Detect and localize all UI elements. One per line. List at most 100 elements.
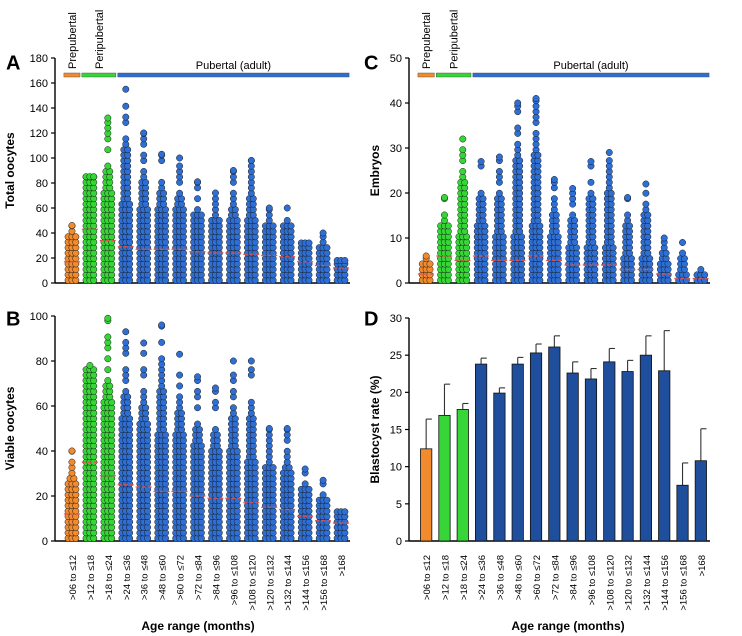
data-point <box>176 371 184 379</box>
y-tick-label: 40 <box>36 446 48 458</box>
y-tick-label: 20 <box>390 387 402 399</box>
data-point <box>194 387 201 395</box>
y-tick-label: 180 <box>30 53 48 65</box>
data-point <box>158 355 166 363</box>
data-point <box>265 204 273 212</box>
data-point <box>319 476 327 484</box>
data-point <box>323 496 331 504</box>
data-point <box>341 257 349 264</box>
data-point <box>104 366 112 374</box>
x-tick-label: >144 to ≤156 <box>660 555 671 611</box>
data-point <box>495 168 503 175</box>
phase-bar <box>117 72 350 78</box>
data-point <box>140 129 148 137</box>
data-point <box>514 124 522 132</box>
x-tick-label: >18 to ≤24 <box>459 555 470 600</box>
y-tick-label: 10 <box>390 462 402 474</box>
phase-label: Pubertal (adult) <box>196 60 271 72</box>
data-point <box>459 146 467 154</box>
data-point <box>140 339 148 347</box>
y-axis-title: Total oocytes <box>3 132 17 209</box>
data-point <box>459 168 467 175</box>
data-point <box>215 216 223 224</box>
data-point <box>229 371 237 379</box>
data-point <box>569 185 577 192</box>
x-tick-label: >06 to ≤12 <box>422 555 433 600</box>
data-point <box>319 229 327 237</box>
x-tick-label: >120 to ≤132 <box>624 555 635 611</box>
bar <box>511 363 524 542</box>
data-point <box>679 249 686 257</box>
y-tick-label: 60 <box>36 203 48 215</box>
panel-letter: D <box>364 309 378 331</box>
y-axis-title: Viable oocytes <box>3 386 17 470</box>
data-point <box>495 153 503 161</box>
bar <box>584 378 598 542</box>
data-point <box>104 114 112 122</box>
panel-letter: B <box>6 309 20 331</box>
data-point <box>697 266 705 273</box>
y-tick-label: 0 <box>396 536 402 548</box>
x-tick-label: >48 to ≤60 <box>514 555 525 600</box>
y-tick-label: 0 <box>396 278 402 290</box>
data-point <box>444 222 452 230</box>
phase-label: Prepubertal <box>67 12 79 69</box>
data-point <box>269 222 277 230</box>
data-point <box>194 178 201 186</box>
data-point <box>158 338 166 346</box>
data-point <box>283 204 291 212</box>
bar <box>475 363 488 542</box>
data-point <box>104 162 112 170</box>
x-tick-label: >84 to ≤96 <box>569 555 580 600</box>
data-point <box>301 465 309 473</box>
bar <box>456 409 469 542</box>
y-tick-label: 100 <box>30 311 48 323</box>
data-point <box>176 154 184 162</box>
panel-b: B 0 20 40 60 80 100 Viable oocytes >06 to ≤12 >12… <box>3 309 350 611</box>
data-point <box>212 189 219 197</box>
data-point <box>194 404 201 412</box>
x-tick-label: >108 to ≤120 <box>247 555 258 611</box>
data-point <box>514 140 522 148</box>
y-tick-label: 100 <box>30 153 48 165</box>
data-point <box>176 350 184 358</box>
data-point <box>305 485 313 493</box>
y-tick-label: 5 <box>396 499 402 511</box>
panel-a: A 0 20 40 60 80 100 120 140 160 180 Total oocytes Pr… <box>3 10 350 290</box>
data-point <box>269 464 277 472</box>
x-tick-label: >132 to ≤144 <box>283 555 294 611</box>
data-point <box>283 447 291 455</box>
data-point <box>229 189 237 197</box>
data-point <box>158 150 166 158</box>
data-point <box>441 211 448 219</box>
y-tick-label: 10 <box>390 233 402 245</box>
data-point <box>122 113 130 121</box>
phase-label: Peripubertal <box>94 10 106 69</box>
y-tick-label: 40 <box>390 98 402 110</box>
phase-bar <box>417 72 435 78</box>
data-point <box>140 349 148 357</box>
x-tick-label: >144 to ≤156 <box>301 555 312 611</box>
data-point <box>587 178 595 186</box>
x-tick-label: >156 to ≤168 <box>319 555 330 611</box>
x-tick-label: >60 to ≤72 <box>176 555 187 600</box>
x-tick-label: >156 to ≤168 <box>679 555 690 611</box>
y-tick-label: 50 <box>390 53 402 65</box>
data-point <box>247 157 255 164</box>
data-point <box>194 195 201 203</box>
data-point <box>441 194 448 201</box>
x-tick-label: >18 to ≤24 <box>104 555 115 600</box>
data-point <box>550 176 558 183</box>
data-point <box>68 222 76 229</box>
x-tick-label: >168 <box>337 555 348 576</box>
x-tick-label: >12 to ≤18 <box>86 555 97 600</box>
data-point <box>532 129 540 137</box>
data-point <box>158 321 166 329</box>
data-point <box>212 426 219 433</box>
data-point <box>122 135 130 143</box>
data-point <box>477 189 485 197</box>
data-point <box>122 85 130 93</box>
data-point <box>212 384 219 392</box>
y-tick-label: 30 <box>390 313 402 325</box>
x-tick-label: >72 to ≤84 <box>550 555 561 600</box>
